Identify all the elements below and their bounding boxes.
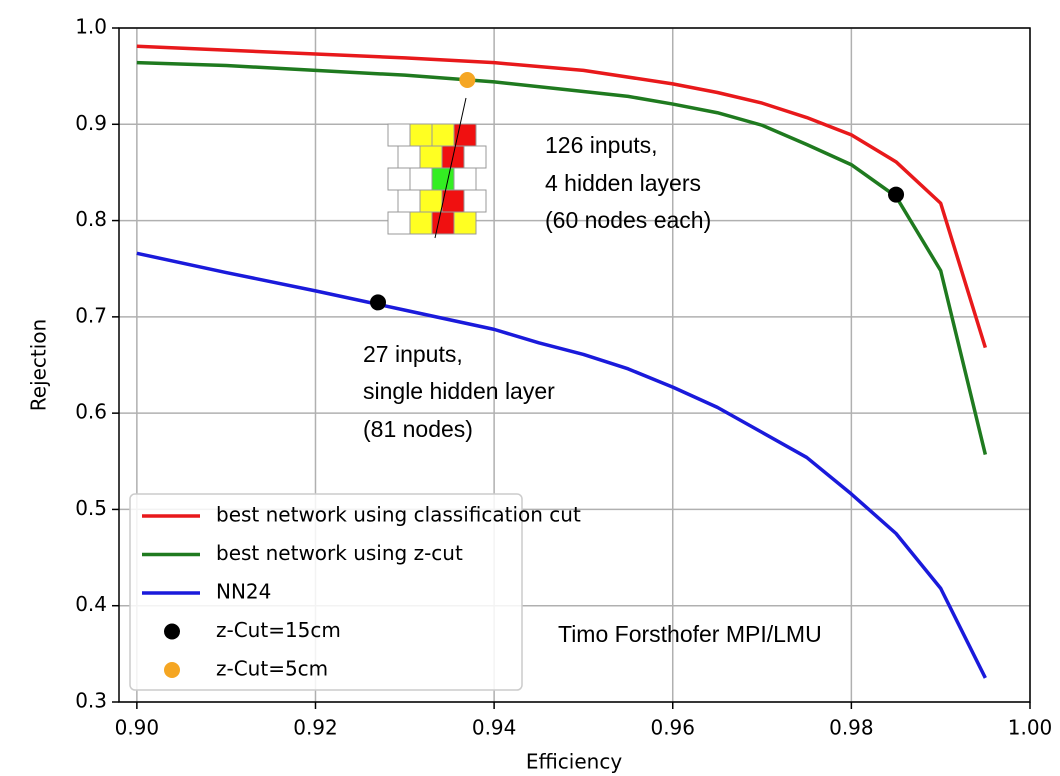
legend-label: z-Cut=15cm bbox=[216, 618, 341, 642]
series-line bbox=[136, 60, 988, 455]
inset-illustration bbox=[387, 97, 487, 239]
y-tick-label: 0.7 bbox=[75, 303, 107, 327]
series-line bbox=[136, 251, 987, 679]
data-point bbox=[459, 71, 476, 88]
legend-label: best network using classification cut bbox=[216, 503, 581, 527]
legend-box bbox=[129, 493, 523, 691]
legend-label: best network using z-cut bbox=[216, 541, 463, 565]
legend-marker bbox=[164, 662, 180, 678]
legend-label: z-Cut=5cm bbox=[216, 657, 328, 681]
y-tick-label: 1.0 bbox=[75, 15, 107, 39]
plot-frame bbox=[118, 27, 1031, 703]
x-tick-label: 0.90 bbox=[115, 716, 160, 740]
annotation: 126 inputs, bbox=[545, 132, 658, 158]
x-axis-label: Efficiency bbox=[526, 750, 623, 774]
series-line bbox=[136, 44, 988, 349]
annotation: (81 nodes) bbox=[363, 416, 473, 442]
annotation: 4 hidden layers bbox=[545, 170, 701, 196]
y-tick-label: 0.6 bbox=[75, 400, 107, 424]
data-point bbox=[370, 294, 387, 311]
y-tick-label: 0.9 bbox=[75, 111, 107, 135]
x-tick-label: 0.92 bbox=[293, 716, 338, 740]
x-tick-label: 0.94 bbox=[472, 716, 517, 740]
annotation: single hidden layer bbox=[363, 378, 555, 404]
y-tick-label: 0.5 bbox=[75, 496, 107, 520]
y-tick-label: 0.8 bbox=[75, 207, 107, 231]
y-tick-label: 0.4 bbox=[75, 592, 107, 616]
legend-label: NN24 bbox=[216, 580, 271, 604]
annotation: Timo Forsthofer MPI/LMU bbox=[558, 621, 822, 647]
data-point bbox=[888, 186, 905, 203]
y-axis-label: Rejection bbox=[27, 319, 51, 411]
x-tick-label: 1.00 bbox=[1008, 716, 1053, 740]
annotation: (60 nodes each) bbox=[545, 207, 711, 233]
y-tick-label: 0.3 bbox=[75, 689, 107, 713]
annotation: 27 inputs, bbox=[363, 341, 463, 367]
legend-marker bbox=[164, 623, 180, 640]
x-tick-label: 0.98 bbox=[829, 716, 874, 740]
x-tick-label: 0.96 bbox=[650, 716, 695, 740]
